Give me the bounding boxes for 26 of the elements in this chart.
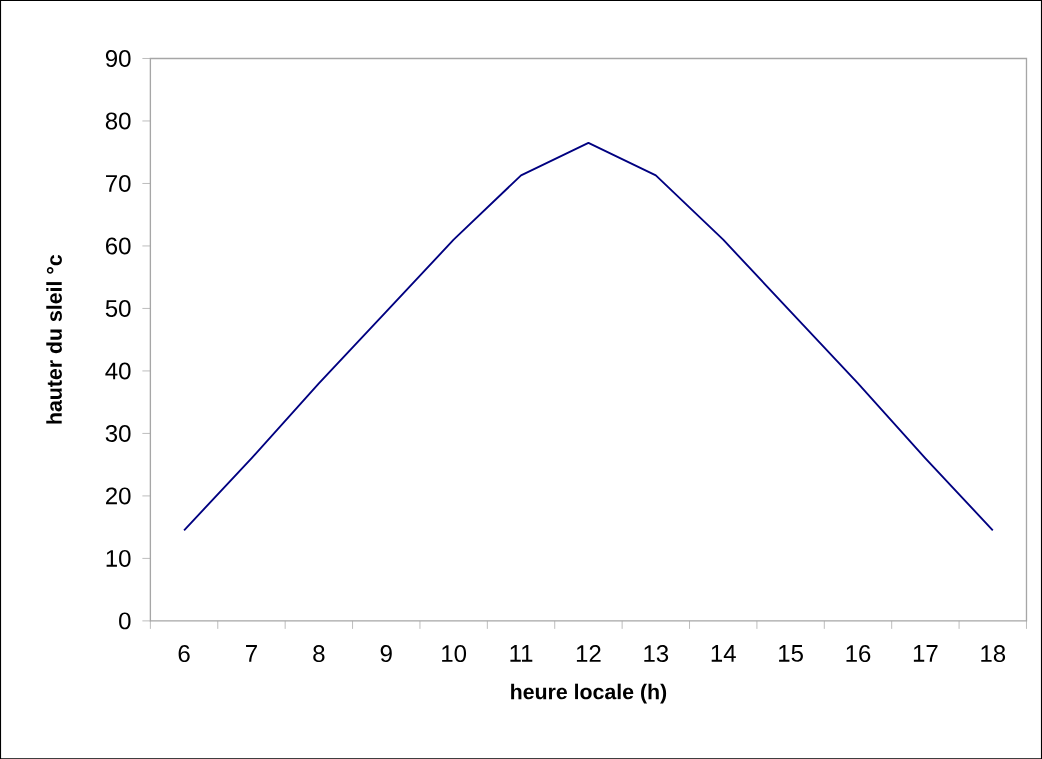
x-tick-label: 15: [779, 644, 803, 662]
x-tick-label: 12: [576, 644, 601, 662]
x-tick-label: 9: [380, 644, 392, 662]
y-tick-label: 50: [105, 299, 131, 317]
y-tick-label: 40: [105, 362, 131, 380]
x-tick-label: 14: [711, 644, 736, 662]
y-tick-label: 30: [105, 424, 131, 442]
x-tick-label: 10: [442, 644, 467, 662]
y-tick-label: 10: [106, 549, 131, 567]
line-series: [183, 141, 994, 532]
x-tick-label: 13: [644, 644, 669, 662]
y-tick-label: 0: [119, 612, 131, 630]
y-tick-label: 80: [105, 112, 131, 130]
x-tick-label: 6: [178, 644, 190, 662]
x-tick-label: 17: [913, 644, 938, 662]
y-tick-label: 90: [105, 49, 131, 67]
x-axis-title: heure locale (h): [511, 683, 667, 704]
y-tick-label: 20: [106, 487, 131, 505]
y-tick-label: 70: [106, 174, 131, 192]
x-tick-label: 7: [246, 644, 257, 662]
x-tick-label: 18: [981, 644, 1006, 662]
x-tick-label: 16: [846, 644, 871, 662]
y-tick-label: 60: [106, 237, 131, 255]
x-tick-label: 8: [313, 644, 325, 662]
y-axis-title: hauter du sleil °c: [46, 254, 62, 424]
x-tick-label: 11: [510, 644, 533, 662]
